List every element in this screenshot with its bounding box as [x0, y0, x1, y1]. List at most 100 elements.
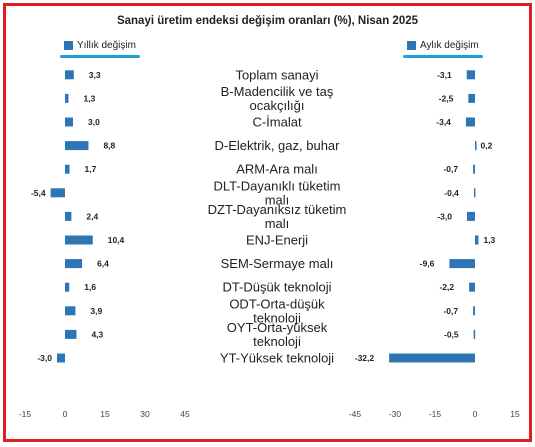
data-label-left-12: -3,0: [37, 353, 52, 363]
data-label-right-5: -0,4: [444, 188, 459, 198]
category-label-11: OYT-Orta-yüksek teknoloji: [227, 320, 328, 349]
bar-left-2: [65, 117, 73, 127]
bar-right-4: [473, 164, 475, 174]
category-label-5: DLT-Dayanıklı tüketim malı: [214, 178, 341, 207]
tick-label-right-3: 0: [473, 409, 478, 419]
category-label-line: ARM-Ara malı: [236, 162, 318, 177]
legend-yillik: Yıllık değişim: [60, 40, 140, 58]
category-label-line: DLT-Dayanıklı tüketim: [214, 178, 341, 193]
tick-label-left-3: 30: [140, 409, 150, 419]
bar-right-9: [469, 282, 475, 292]
category-label-1: B-Madencilik ve taş ocakçılığı: [221, 84, 334, 113]
category-label-line: ENJ-Enerji: [246, 233, 308, 248]
data-label-right-6: -3,0: [437, 211, 452, 221]
data-label-left-1: 1,3: [83, 93, 95, 103]
bar-left-12: [57, 353, 65, 363]
category-label-4: ARM-Ara malı: [236, 162, 318, 177]
bar-left-1: [65, 93, 69, 103]
category-label-8: SEM-Sermaye malı: [221, 256, 334, 271]
bar-right-10: [473, 306, 475, 316]
data-label-right-4: -0,7: [443, 164, 458, 174]
category-label-7: ENJ-Enerji: [246, 233, 308, 248]
data-label-left-4: 1,7: [85, 164, 97, 174]
bar-right-0: [466, 70, 475, 80]
category-label-line: DT-Düşük teknoloji: [222, 280, 331, 295]
tick-label-right-2: -15: [429, 409, 442, 419]
data-label-left-10: 3,9: [90, 306, 102, 316]
data-label-right-10: -0,7: [443, 306, 458, 316]
bar-right-5: [473, 188, 476, 198]
category-label-line: B-Madencilik ve taş: [221, 84, 334, 99]
data-label-right-9: -2,2: [439, 282, 454, 292]
category-label-line: YT-Yüksek teknoloji: [220, 351, 334, 366]
data-label-right-12: -32,2: [355, 353, 375, 363]
bar-right-1: [468, 93, 475, 103]
data-label-left-11: 4,3: [91, 329, 103, 339]
data-label-left-7: 10,4: [108, 235, 125, 245]
bar-left-7: [65, 235, 93, 245]
legend-label-aylik: Aylık değişim: [420, 40, 479, 51]
legend-aylik: Aylık değişim: [403, 40, 483, 58]
category-label-line: ocakçılığı: [250, 98, 305, 113]
category-label-line: ODT-Orta-düşük: [229, 296, 325, 311]
bar-left-0: [65, 70, 74, 80]
bar-right-6: [467, 211, 475, 221]
legend-underline-yillik: [60, 55, 140, 58]
category-label-10: ODT-Orta-düşük teknoloji: [229, 296, 325, 325]
tick-label-left-0: -15: [19, 409, 32, 419]
data-label-left-9: 1,6: [84, 282, 96, 292]
bar-left-9: [65, 282, 70, 292]
data-label-left-5: -5,4: [31, 188, 46, 198]
tick-label-left-4: 45: [180, 409, 190, 419]
data-label-right-11: -0,5: [444, 329, 459, 339]
tick-label-right-1: -30: [389, 409, 402, 419]
bar-left-8: [65, 259, 83, 269]
category-label-line: DZT-Dayanıksız tüketim: [208, 202, 347, 217]
data-label-left-3: 8,8: [103, 141, 115, 151]
category-label-3: D-Elektrik, gaz, buhar: [215, 138, 341, 153]
bar-left-5: [50, 188, 65, 198]
category-label-line: C-İmalat: [252, 115, 302, 130]
tick-label-left-1: 0: [63, 409, 68, 419]
bar-left-11: [65, 329, 77, 339]
chart-frame: [3, 3, 532, 442]
bar-right-8: [449, 259, 475, 269]
bar-right-2: [465, 117, 475, 127]
bar-right-7: [475, 235, 479, 245]
bar-right-3: [475, 141, 477, 151]
category-label-line: SEM-Sermaye malı: [221, 256, 334, 271]
data-label-right-2: -3,4: [436, 117, 451, 127]
data-label-left-8: 6,4: [97, 259, 109, 269]
category-label-6: DZT-Dayanıksız tüketim malı: [208, 202, 347, 231]
category-label-line: malı: [265, 192, 290, 207]
bar-right-12: [389, 353, 475, 363]
data-label-left-2: 3,0: [88, 117, 100, 127]
bar-left-3: [65, 141, 89, 151]
bar-left-4: [65, 164, 70, 174]
category-label-2: C-İmalat: [252, 115, 302, 130]
data-label-right-0: -3,1: [437, 70, 452, 80]
category-label-line: OYT-Orta-yüksek: [227, 320, 328, 335]
category-label-0: Toplam sanayi: [235, 67, 318, 82]
category-label-9: DT-Düşük teknoloji: [222, 280, 331, 295]
category-label-line: teknoloji: [253, 310, 301, 325]
legend-underline-aylik: [403, 55, 483, 58]
category-label-line: malı: [265, 216, 290, 231]
bar-right-11: [473, 329, 476, 339]
tick-label-right-0: -45: [349, 409, 362, 419]
tick-label-left-2: 15: [100, 409, 110, 419]
chart-title: Sanayi üretim endeksi değişim oranları (…: [116, 15, 419, 27]
legend-swatch-aylik: [407, 41, 416, 50]
category-label-12: YT-Yüksek teknoloji: [220, 351, 334, 366]
bar-left-6: [65, 211, 72, 221]
data-label-left-0: 3,3: [89, 70, 101, 80]
tick-label-right-4: 15: [510, 409, 520, 419]
category-label-line: D-Elektrik, gaz, buhar: [215, 138, 341, 153]
data-label-right-7: 1,3: [483, 235, 495, 245]
bar-left-10: [65, 306, 76, 316]
data-label-right-8: -9,6: [420, 259, 435, 269]
data-label-right-3: 0,2: [481, 141, 493, 151]
category-label-line: teknoloji: [253, 334, 301, 349]
legend-swatch-yillik: [64, 41, 73, 50]
